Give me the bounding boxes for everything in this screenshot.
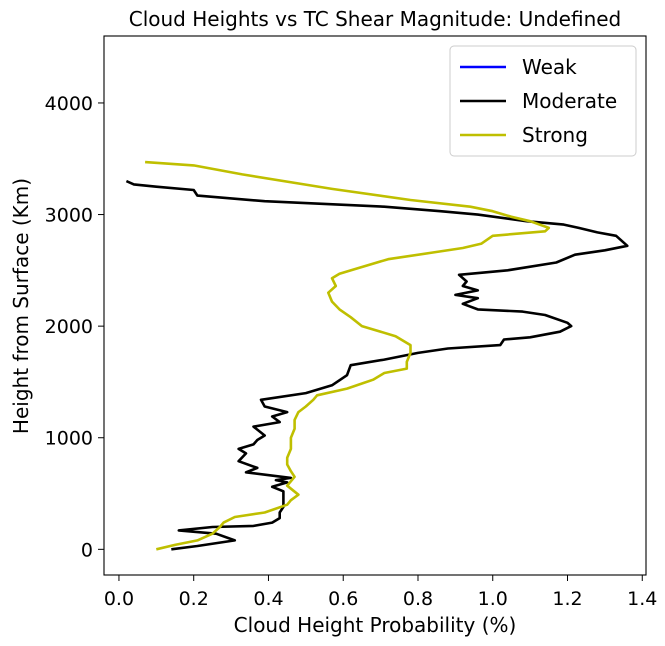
series-line-moderate <box>125 179 629 551</box>
y-axis: 0 1000 2000 3000 4000 <box>45 93 104 561</box>
legend-box <box>449 45 637 157</box>
x-axis-label: Cloud Height Probability (%) <box>234 613 517 637</box>
x-axis: 0.0 0.2 0.4 0.6 0.8 1.0 1.2 1.4 <box>104 575 657 610</box>
x-tick-label: 0.8 <box>403 588 433 610</box>
y-tick-label: 0 <box>81 539 93 561</box>
legend-label-strong: Strong <box>522 123 588 147</box>
legend: Weak Moderate Strong <box>449 45 637 157</box>
y-tick-label: 1000 <box>45 428 93 450</box>
x-tick-label: 0.0 <box>104 588 134 610</box>
plot-frame <box>103 35 647 576</box>
y-tick-label: 3000 <box>45 205 93 227</box>
series-line-strong <box>145 160 551 551</box>
chart-title: Cloud Heights vs TC Shear Magnitude: Und… <box>129 7 622 31</box>
x-tick-label: 0.4 <box>253 588 283 610</box>
x-tick-label: 1.4 <box>627 588 657 610</box>
series-lines <box>125 160 629 551</box>
legend-label-moderate: Moderate <box>522 89 617 113</box>
x-tick-label: 0.2 <box>179 588 209 610</box>
y-tick-label: 4000 <box>45 93 93 115</box>
x-tick-label: 1.0 <box>478 588 508 610</box>
plot-area <box>125 160 629 551</box>
x-tick-label: 0.6 <box>328 588 358 610</box>
y-axis-label: Height from Surface (Km) <box>9 178 33 434</box>
y-tick-label: 2000 <box>45 316 93 338</box>
legend-label-weak: Weak <box>522 55 577 79</box>
x-tick-label: 1.2 <box>552 588 582 610</box>
